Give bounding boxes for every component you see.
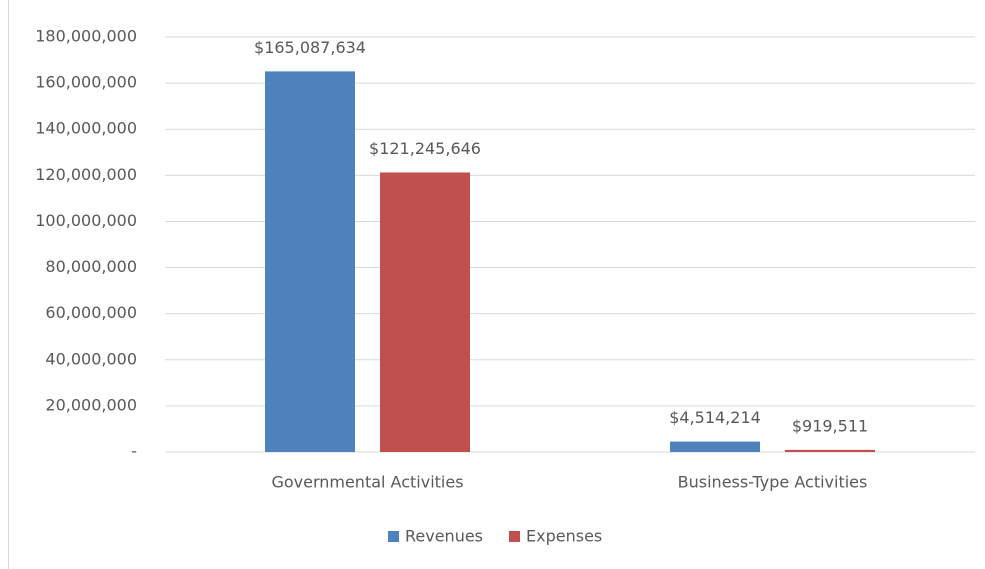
data-label: $919,511 [792, 416, 868, 435]
legend-label: Expenses [526, 527, 602, 546]
y-tick-label: 60,000,000 [45, 303, 137, 322]
y-tick-label: 80,000,000 [45, 257, 137, 276]
legend-label: Revenues [405, 527, 483, 546]
bar [785, 449, 875, 452]
y-tick-label: 120,000,000 [35, 165, 137, 184]
data-label: $4,514,214 [669, 408, 761, 427]
y-tick-label: 140,000,000 [35, 119, 137, 138]
y-tick-label: 100,000,000 [35, 211, 137, 230]
y-tick-label: 180,000,000 [35, 27, 137, 46]
y-tick-label: - [131, 442, 137, 461]
data-label: $121,245,646 [369, 139, 481, 158]
legend-swatch [509, 531, 521, 542]
data-label: $165,087,634 [254, 38, 366, 57]
legend-swatch [388, 531, 399, 542]
x-tick-label: Business-Type Activities [678, 473, 868, 492]
chart-frame [8, 0, 985, 569]
y-tick-label: 40,000,000 [45, 349, 137, 368]
bar [670, 441, 760, 452]
y-tick-label: 20,000,000 [45, 395, 137, 414]
bar [265, 71, 355, 452]
bar [380, 172, 470, 452]
y-tick-label: 160,000,000 [35, 73, 137, 92]
x-tick-label: Governmental Activities [271, 473, 463, 492]
